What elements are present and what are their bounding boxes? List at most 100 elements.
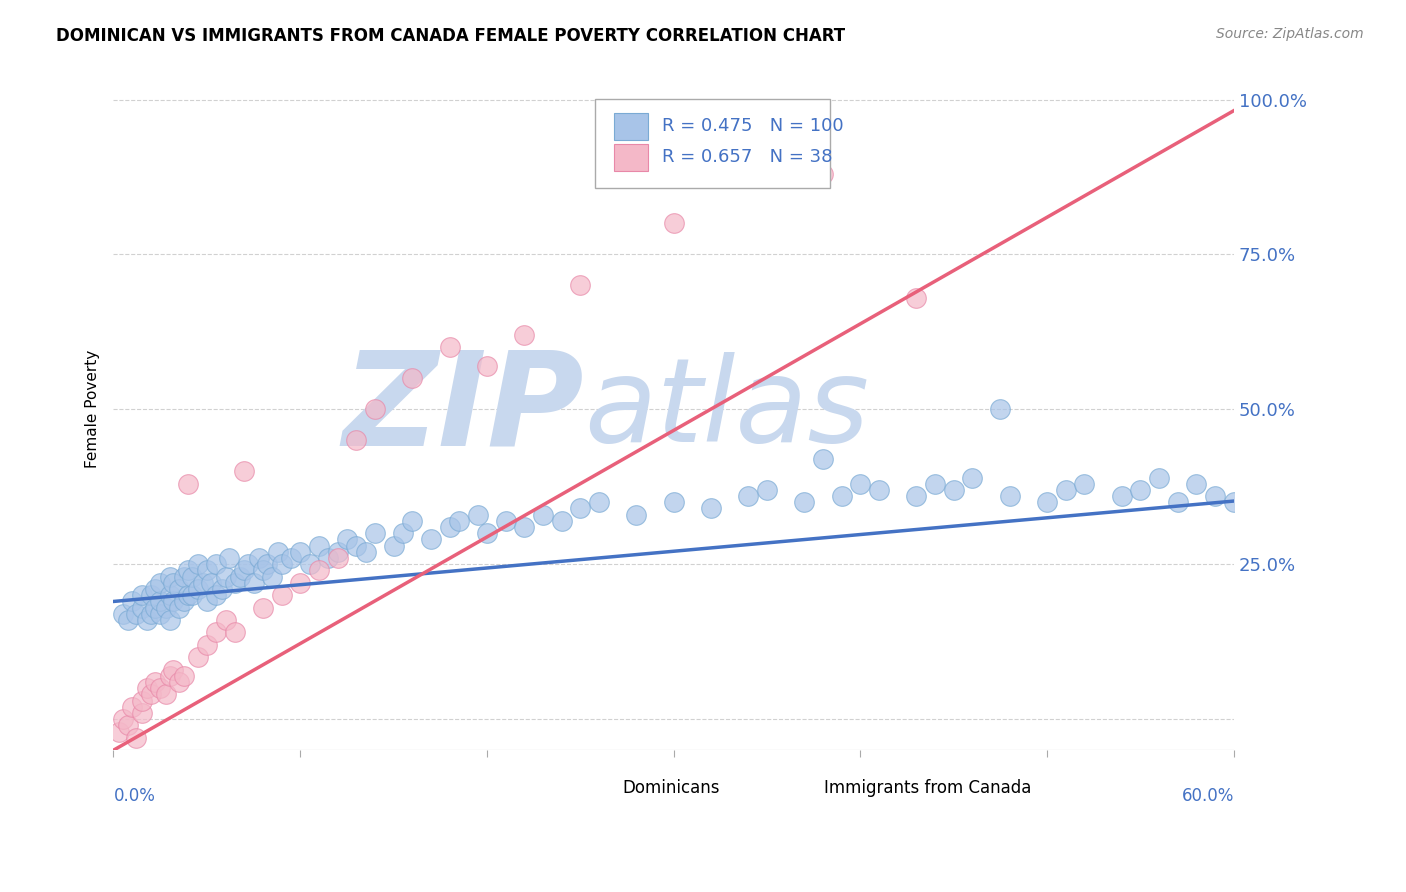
Point <box>588 495 610 509</box>
Point <box>125 731 148 745</box>
Point <box>1054 483 1077 497</box>
Point <box>108 724 131 739</box>
Point <box>1147 470 1170 484</box>
Point <box>267 545 290 559</box>
FancyBboxPatch shape <box>786 773 810 795</box>
Text: Immigrants from Canada: Immigrants from Canada <box>824 779 1031 797</box>
Point <box>149 594 172 608</box>
Point <box>186 650 208 665</box>
Point <box>139 607 162 621</box>
Point <box>111 607 134 621</box>
Point <box>159 669 181 683</box>
Point <box>849 476 872 491</box>
Point <box>326 545 349 559</box>
Point <box>1167 495 1189 509</box>
Point <box>419 533 441 547</box>
Point <box>214 569 236 583</box>
Point <box>831 489 853 503</box>
Point <box>1111 489 1133 503</box>
Point <box>131 706 153 720</box>
Point <box>131 600 153 615</box>
Point <box>401 371 423 385</box>
Point <box>131 588 153 602</box>
Point <box>364 526 387 541</box>
Point <box>218 551 240 566</box>
Point <box>439 520 461 534</box>
Point <box>111 712 134 726</box>
Point <box>270 558 292 572</box>
Point <box>159 569 181 583</box>
Point <box>136 681 159 696</box>
Point <box>256 558 278 572</box>
Point <box>1129 483 1152 497</box>
Point <box>214 613 236 627</box>
Point <box>252 564 274 578</box>
Point <box>195 594 218 608</box>
Point <box>195 638 218 652</box>
Point <box>354 545 377 559</box>
Point <box>155 600 177 615</box>
Point <box>117 718 139 732</box>
Point <box>162 575 184 590</box>
Point <box>173 594 195 608</box>
Point <box>401 514 423 528</box>
Point <box>180 588 202 602</box>
Point <box>905 291 928 305</box>
Point <box>298 558 321 572</box>
Point <box>626 508 648 522</box>
Point <box>155 687 177 701</box>
Point <box>513 328 536 343</box>
Point <box>1036 495 1059 509</box>
Text: 0.0%: 0.0% <box>114 788 156 805</box>
FancyBboxPatch shape <box>583 773 609 795</box>
Point <box>905 489 928 503</box>
Y-axis label: Female Poverty: Female Poverty <box>86 351 100 468</box>
Point <box>756 483 779 497</box>
Point <box>924 476 946 491</box>
Point <box>344 434 367 448</box>
Point <box>270 588 292 602</box>
Point <box>242 575 264 590</box>
Point <box>1204 489 1226 503</box>
Point <box>121 699 143 714</box>
Point <box>662 216 685 230</box>
Point <box>344 539 367 553</box>
Point <box>962 470 984 484</box>
Point <box>177 588 200 602</box>
Point <box>475 526 498 541</box>
Point <box>211 582 233 596</box>
Text: atlas: atlas <box>583 352 869 467</box>
Point <box>336 533 359 547</box>
Point <box>139 687 162 701</box>
Point <box>364 402 387 417</box>
Point <box>205 588 228 602</box>
FancyBboxPatch shape <box>595 99 831 188</box>
Point <box>550 514 572 528</box>
Point <box>280 551 302 566</box>
Point <box>247 551 270 566</box>
Point <box>737 489 759 503</box>
Point <box>998 489 1021 503</box>
Point <box>186 582 208 596</box>
Point <box>159 588 181 602</box>
Point <box>205 625 228 640</box>
Point <box>195 564 218 578</box>
Point <box>308 564 330 578</box>
Point <box>149 681 172 696</box>
Point <box>262 569 284 583</box>
Point <box>167 600 190 615</box>
Point <box>290 545 312 559</box>
Point <box>131 693 153 707</box>
Point <box>117 613 139 627</box>
FancyBboxPatch shape <box>614 144 648 170</box>
Point <box>990 402 1012 417</box>
Point <box>159 613 181 627</box>
Point <box>177 476 200 491</box>
Point <box>162 663 184 677</box>
Point <box>1073 476 1095 491</box>
Point <box>447 514 470 528</box>
Point <box>308 539 330 553</box>
Text: R = 0.475   N = 100: R = 0.475 N = 100 <box>662 118 844 136</box>
Point <box>167 582 190 596</box>
Point <box>495 514 517 528</box>
